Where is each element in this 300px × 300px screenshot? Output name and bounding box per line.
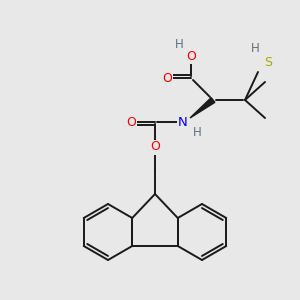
Text: N: N [178,116,188,128]
Polygon shape [190,98,215,118]
Text: O: O [126,116,136,128]
Text: S: S [264,56,272,68]
Text: O: O [150,140,160,154]
Text: O: O [186,50,196,62]
Text: H: H [175,38,183,50]
Text: H: H [193,125,201,139]
Text: O: O [162,71,172,85]
Text: H: H [250,41,260,55]
